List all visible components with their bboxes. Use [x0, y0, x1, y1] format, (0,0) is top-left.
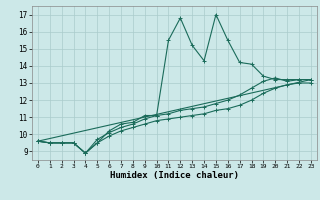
X-axis label: Humidex (Indice chaleur): Humidex (Indice chaleur)	[110, 171, 239, 180]
